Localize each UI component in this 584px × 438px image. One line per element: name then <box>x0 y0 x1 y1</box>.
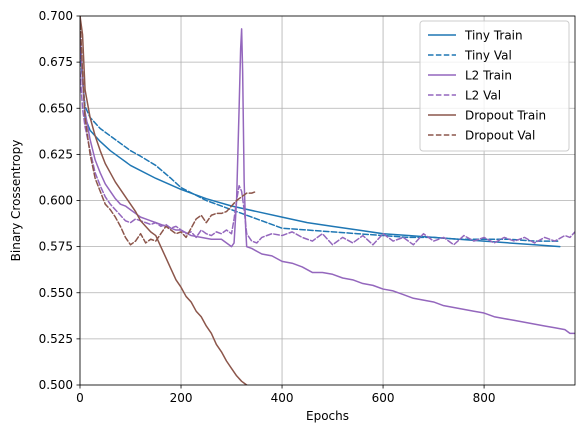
legend-label-l2-val: L2 Val <box>465 89 501 103</box>
y-tick-label: 0.600 <box>39 194 73 208</box>
legend-label-dropout-train: Dropout Train <box>465 109 546 123</box>
x-tick-label: 400 <box>271 391 294 405</box>
y-tick-label: 0.550 <box>39 286 73 300</box>
y-tick-label: 0.700 <box>39 9 73 23</box>
series-line-l2-train <box>80 28 575 335</box>
x-tick-label: 0 <box>76 391 84 405</box>
legend-label-l2-train: L2 Train <box>465 69 512 83</box>
y-tick-label: 0.675 <box>39 55 73 69</box>
y-tick-label: 0.650 <box>39 101 73 115</box>
legend-label-dropout-val: Dropout Val <box>465 129 535 143</box>
y-tick-label: 0.625 <box>39 147 73 161</box>
series-line-dropout-train <box>80 16 248 385</box>
y-tick-label: 0.575 <box>39 240 73 254</box>
series-layer <box>80 16 575 385</box>
series-line-dropout-val <box>80 16 258 246</box>
legend-box <box>419 20 570 152</box>
legend-label-tiny-train: Tiny Train <box>464 29 523 43</box>
series-line-l2-val <box>80 70 575 246</box>
x-tick-label: 600 <box>372 391 395 405</box>
x-tick-label: 800 <box>473 391 496 405</box>
x-axis-label: Epochs <box>306 409 349 423</box>
x-tick-label: 200 <box>170 391 193 405</box>
series-line-tiny-val <box>80 52 561 242</box>
legend-label-tiny-val: Tiny Val <box>464 49 512 63</box>
legend: Tiny Train Tiny Val L2 Train L2 Val Dropout … <box>419 20 570 152</box>
y-tick-label: 0.500 <box>39 378 73 392</box>
y-tick-label: 0.525 <box>39 332 73 346</box>
axis-ticks: 0 200 400 600 800 0.500 0.525 0.550 0.575 0.600 0.… <box>39 9 496 405</box>
y-axis-label: Binary Crossentropy <box>9 140 23 262</box>
